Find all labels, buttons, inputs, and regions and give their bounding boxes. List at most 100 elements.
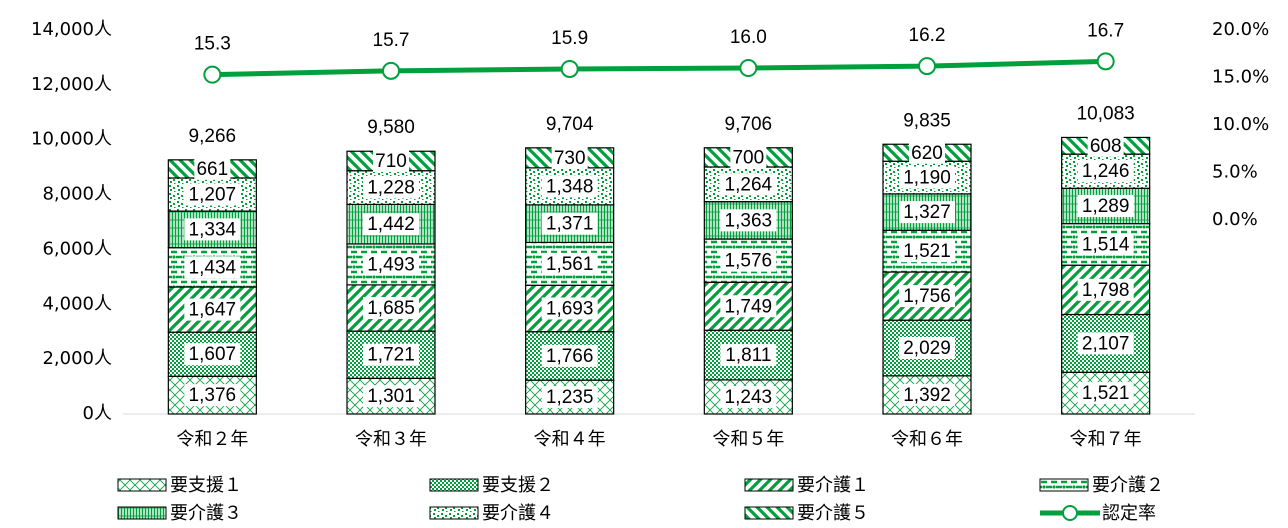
line-marker bbox=[560, 59, 579, 78]
data-label-bg bbox=[184, 298, 241, 321]
bar-segment bbox=[525, 204, 615, 244]
total-label: 9,706 bbox=[725, 114, 773, 135]
data-label: 710 bbox=[375, 151, 407, 172]
line bbox=[212, 58, 1106, 78]
data-label-bg bbox=[184, 218, 241, 241]
y2-tick-label: 0.0% bbox=[1212, 209, 1258, 230]
data-label: 1,327 bbox=[903, 202, 951, 223]
data-label: 661 bbox=[196, 159, 228, 180]
data-label: 1,246 bbox=[1082, 161, 1130, 182]
data-label-bg bbox=[899, 336, 955, 359]
y2-tick-label: 5.0% bbox=[1212, 162, 1258, 183]
data-label: 1,243 bbox=[725, 387, 773, 408]
data-label: 1,576 bbox=[725, 251, 773, 272]
data-label-bg bbox=[541, 252, 598, 275]
line-marker bbox=[739, 59, 758, 77]
y2-tick-label: 10.0% bbox=[1212, 114, 1269, 135]
data-label: 1,348 bbox=[546, 176, 594, 197]
x-tick-label: 令和２年 bbox=[176, 429, 248, 450]
data-label-bg bbox=[363, 213, 419, 236]
x-tick-label: 令和７年 bbox=[1070, 429, 1142, 450]
legend-swatch bbox=[429, 478, 479, 492]
data-label: 2,029 bbox=[903, 338, 951, 359]
data-label-bg bbox=[1077, 382, 1134, 405]
data-label: 1,721 bbox=[367, 345, 415, 366]
data-label-bg bbox=[541, 386, 598, 409]
data-label-bg bbox=[363, 176, 419, 199]
line-label: 15.9 bbox=[551, 28, 588, 49]
data-label: 620 bbox=[911, 143, 943, 164]
y-tick-label: 6,000人 bbox=[42, 238, 112, 259]
data-label: 1,371 bbox=[546, 214, 594, 235]
data-label: 1,756 bbox=[903, 286, 951, 307]
data-label: 1,521 bbox=[1082, 383, 1130, 404]
data-label: 1,289 bbox=[1082, 196, 1130, 217]
data-label-bg bbox=[899, 240, 955, 263]
data-label: 608 bbox=[1090, 136, 1122, 157]
legend-label: 要支援１ bbox=[170, 475, 242, 496]
data-label-bg bbox=[720, 295, 777, 318]
legend-swatch bbox=[744, 478, 794, 492]
total-label: 9,266 bbox=[189, 126, 237, 147]
data-label-bg bbox=[899, 166, 955, 189]
data-label-bg bbox=[909, 141, 945, 164]
line-marker bbox=[203, 65, 222, 84]
data-label-bg bbox=[720, 173, 777, 196]
data-label: 1,235 bbox=[546, 387, 594, 408]
data-label-bg bbox=[1077, 233, 1134, 256]
data-label-bg bbox=[541, 175, 598, 198]
legend-swatch bbox=[744, 506, 794, 520]
y-tick-label: 8,000人 bbox=[42, 184, 112, 205]
data-label-bg bbox=[1077, 278, 1134, 301]
total-label: 9,704 bbox=[546, 114, 594, 135]
data-label-bg bbox=[730, 146, 767, 169]
data-label: 730 bbox=[554, 148, 586, 169]
line-marker bbox=[1096, 52, 1115, 71]
legend-label: 要介護２ bbox=[1092, 475, 1164, 496]
line-marker bbox=[382, 61, 400, 80]
legend-label: 要支援２ bbox=[482, 475, 554, 496]
data-label: 1,685 bbox=[367, 298, 415, 319]
line-marker bbox=[918, 57, 936, 76]
data-label-bg bbox=[541, 344, 598, 367]
line-label: 15.3 bbox=[194, 34, 231, 55]
data-label: 1,607 bbox=[189, 344, 237, 365]
data-label-bg bbox=[541, 297, 598, 320]
total-label: 9,835 bbox=[903, 110, 951, 131]
data-label: 1,811 bbox=[725, 345, 771, 366]
data-label: 1,264 bbox=[725, 174, 773, 195]
data-label-bg bbox=[1077, 332, 1134, 355]
line-label: 16.2 bbox=[909, 25, 946, 46]
data-label-bg bbox=[541, 212, 598, 235]
data-label: 1,228 bbox=[367, 178, 415, 199]
legend-label: 要介護３ bbox=[170, 503, 242, 524]
data-label: 1,766 bbox=[546, 346, 594, 367]
data-label-bg bbox=[551, 146, 588, 169]
data-label: 1,442 bbox=[367, 214, 415, 235]
data-label-bg bbox=[184, 183, 241, 206]
data-label: 1,521 bbox=[903, 241, 951, 262]
data-label: 2,107 bbox=[1082, 333, 1130, 354]
data-label-bg bbox=[720, 209, 777, 232]
data-label-bg bbox=[899, 201, 955, 224]
data-label: 1,190 bbox=[903, 168, 951, 189]
x-tick-label: 令和４年 bbox=[534, 429, 606, 450]
line-label: 16.0 bbox=[730, 27, 767, 48]
data-label-bg bbox=[184, 256, 241, 279]
data-label: 1,647 bbox=[189, 300, 237, 321]
legend-swatch bbox=[1062, 505, 1078, 521]
legend-label: 認定率 bbox=[1102, 503, 1156, 524]
legend-swatch bbox=[429, 506, 479, 520]
data-label-bg bbox=[1077, 194, 1134, 217]
data-label-bg bbox=[1087, 134, 1124, 157]
data-label-bg bbox=[194, 157, 231, 180]
data-label-bg bbox=[720, 249, 777, 272]
line-label: 15.7 bbox=[373, 30, 410, 51]
y2-tick-label: 20.0% bbox=[1212, 19, 1269, 40]
legend-swatch bbox=[117, 506, 167, 520]
data-label-bg bbox=[899, 383, 955, 406]
y2-tick-label: 15.0% bbox=[1212, 67, 1269, 88]
data-label: 1,493 bbox=[367, 254, 415, 275]
legend-swatch bbox=[117, 478, 167, 492]
legend-label: 要介護４ bbox=[482, 503, 554, 524]
